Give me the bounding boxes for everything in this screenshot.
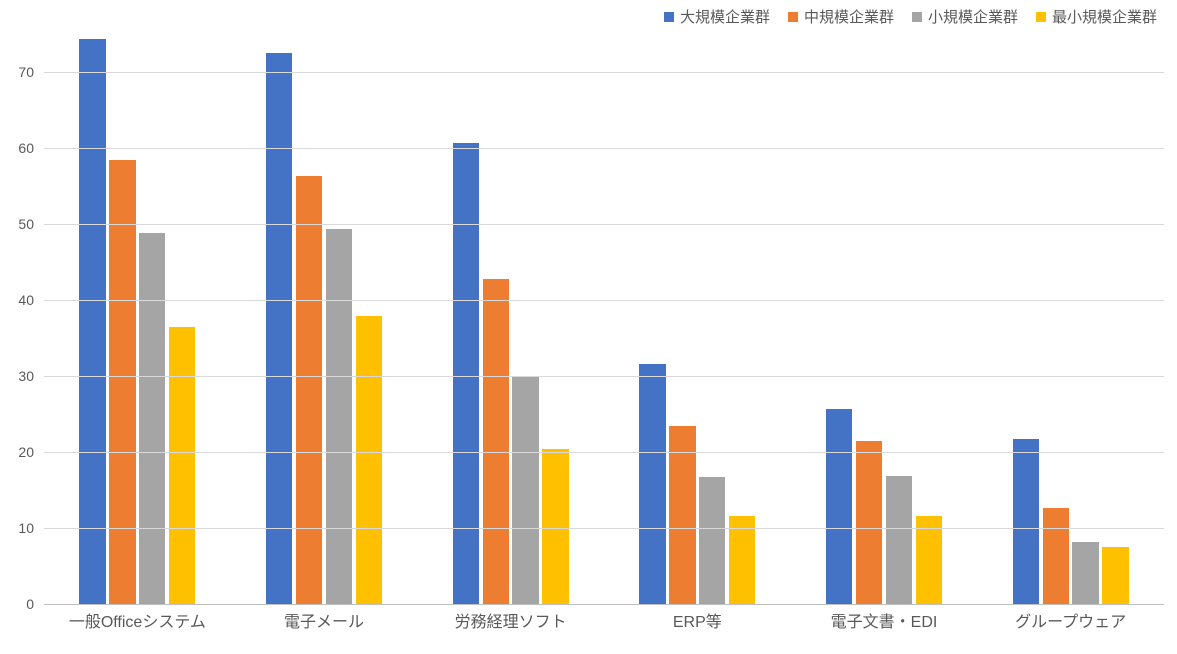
legend-label: 中規模企業群	[804, 6, 894, 27]
legend-item: 最小規模企業群	[1036, 6, 1157, 27]
x-tick-label: 一般Officeシステム	[69, 608, 206, 632]
gridline	[44, 148, 1164, 149]
y-tick-label: 10	[18, 520, 34, 536]
y-tick-label: 30	[18, 368, 34, 384]
bar	[542, 449, 568, 604]
baseline	[44, 604, 1164, 605]
bar	[826, 409, 852, 604]
gridline	[44, 72, 1164, 73]
x-tick-label: 電子メール	[284, 608, 364, 632]
gridline	[44, 528, 1164, 529]
bar	[169, 327, 195, 604]
x-tick-label: 労務経理ソフト	[455, 608, 567, 632]
bar	[326, 229, 352, 604]
y-tick-label: 40	[18, 292, 34, 308]
bar	[886, 476, 912, 604]
chart-container: 大規模企業群中規模企業群小規模企業群最小規模企業群 01020304050607…	[0, 0, 1177, 654]
bar	[109, 160, 135, 604]
plot-area: 010203040506070	[44, 34, 1164, 604]
bar	[483, 279, 509, 604]
bars-layer	[44, 34, 1164, 604]
bar	[639, 364, 665, 604]
x-tick-label: グループウェア	[1015, 608, 1126, 632]
legend-item: 中規模企業群	[788, 6, 894, 27]
legend-label: 最小規模企業群	[1052, 6, 1157, 27]
bar	[1072, 542, 1098, 604]
bar	[79, 39, 105, 604]
legend-swatch	[1036, 12, 1046, 22]
bar	[266, 53, 292, 604]
legend-label: 小規模企業群	[928, 6, 1018, 27]
legend-swatch	[912, 12, 922, 22]
bar	[453, 143, 479, 604]
legend-item: 小規模企業群	[912, 6, 1018, 27]
gridline	[44, 452, 1164, 453]
y-tick-label: 50	[18, 216, 34, 232]
bar	[512, 376, 538, 604]
bar	[356, 316, 382, 604]
y-tick-label: 20	[18, 444, 34, 460]
y-tick-label: 60	[18, 140, 34, 156]
x-axis-labels: 一般Officeシステム 電子メール 労務経理ソフト ERP等 電子文書・EDI グループ…	[44, 608, 1164, 648]
x-tick-label: ERP等	[673, 608, 722, 632]
gridline	[44, 376, 1164, 377]
bar	[916, 516, 942, 604]
y-tick-label: 0	[26, 596, 34, 612]
bar	[1102, 547, 1128, 604]
bar	[1043, 508, 1069, 604]
legend-label: 大規模企業群	[680, 6, 770, 27]
legend-item: 大規模企業群	[664, 6, 770, 27]
legend-swatch	[664, 12, 674, 22]
bar	[699, 477, 725, 604]
y-tick-label: 70	[18, 64, 34, 80]
x-tick-label: 電子文書・EDI	[831, 608, 938, 632]
bar	[1013, 439, 1039, 604]
bar	[729, 516, 755, 604]
legend: 大規模企業群 中規模企業群 小規模企業群 最小規模企業群	[664, 6, 1157, 27]
bar	[856, 441, 882, 604]
legend-swatch	[788, 12, 798, 22]
bar	[296, 176, 322, 604]
bar	[139, 233, 165, 604]
gridline	[44, 224, 1164, 225]
gridline	[44, 300, 1164, 301]
